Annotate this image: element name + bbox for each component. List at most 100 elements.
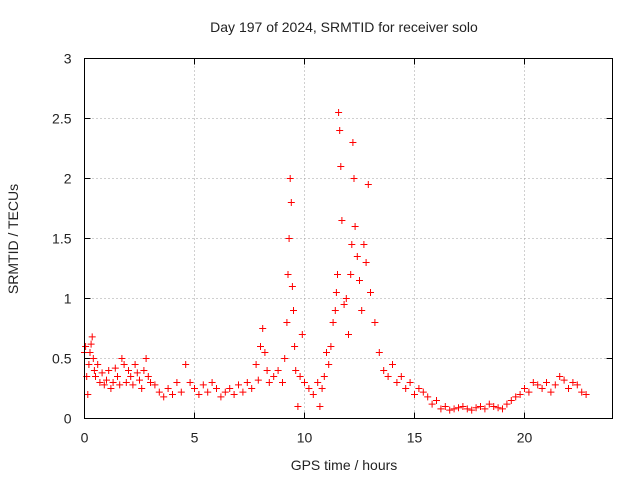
- data-point: [364, 181, 372, 188]
- data-point: [105, 367, 113, 374]
- y-axis-label: SRMTID / TECUs: [5, 184, 21, 294]
- data-point: [195, 391, 203, 398]
- data-point: [335, 109, 343, 116]
- data-point: [305, 385, 313, 392]
- data-point: [226, 385, 234, 392]
- data-point: [129, 381, 137, 389]
- x-axis-label: GPS time / hours: [291, 457, 398, 473]
- data-point: [107, 385, 115, 392]
- data-point: [86, 349, 94, 356]
- data-point: [284, 271, 292, 278]
- data-point: [254, 376, 262, 384]
- data-point: [243, 379, 251, 386]
- data-point: [337, 163, 345, 170]
- data-point: [274, 367, 282, 374]
- data-point: [294, 403, 302, 410]
- data-point: [265, 379, 273, 386]
- data-point: [415, 385, 423, 392]
- y-tick-label: 2.5: [52, 111, 72, 127]
- data-point: [88, 333, 96, 341]
- data-point: [512, 393, 520, 401]
- data-point: [109, 379, 117, 386]
- x-tick-label: 10: [297, 430, 313, 446]
- data-point: [446, 406, 454, 414]
- grid: [84, 58, 613, 419]
- y-tick-label: 0.5: [52, 351, 72, 367]
- data-point: [565, 385, 572, 392]
- data-point: [441, 403, 449, 410]
- data-point: [560, 376, 568, 384]
- data-point: [336, 127, 344, 134]
- data-point: [85, 361, 93, 368]
- data-point: [347, 271, 355, 278]
- data-point: [477, 403, 484, 410]
- data-point: [375, 349, 383, 356]
- data-point: [353, 253, 361, 260]
- data-point: [318, 385, 326, 392]
- data-point: [350, 175, 358, 182]
- data-point: [286, 175, 294, 182]
- data-point: [320, 373, 328, 380]
- data-point: [239, 388, 247, 396]
- data-point: [503, 400, 511, 408]
- data-point: [281, 355, 289, 362]
- data-point: [325, 361, 333, 368]
- data-point: [136, 376, 143, 384]
- data-point: [259, 325, 267, 332]
- data-point: [125, 367, 132, 374]
- data-point: [516, 391, 524, 398]
- data-point: [380, 367, 388, 374]
- data-point: [221, 388, 229, 396]
- data-point: [140, 367, 148, 374]
- data-point: [177, 388, 185, 396]
- data-point: [463, 405, 471, 413]
- data-point: [290, 307, 297, 314]
- data-point: [578, 388, 586, 396]
- data-point: [142, 355, 150, 362]
- data-point: [230, 391, 238, 398]
- data-point: [402, 385, 410, 392]
- data-point: [459, 403, 467, 410]
- y-tick-label: 0: [64, 411, 72, 427]
- y-tick-label: 1.5: [52, 231, 72, 247]
- data-point: [173, 379, 181, 386]
- data-point: [164, 385, 172, 392]
- data-point: [111, 364, 119, 372]
- data-point: [133, 369, 141, 377]
- data-point: [340, 301, 348, 308]
- data-point: [84, 391, 92, 398]
- data-point: [235, 381, 242, 389]
- data-point: [261, 349, 269, 356]
- data-point: [468, 406, 476, 414]
- data-point: [147, 379, 154, 386]
- data-point: [252, 361, 260, 368]
- data-point: [169, 391, 176, 398]
- data-point: [384, 373, 392, 380]
- plot-frame: [84, 58, 613, 419]
- data-point: [551, 381, 559, 389]
- data-point: [301, 379, 308, 386]
- data-point: [182, 361, 190, 368]
- x-tick-label: 0: [81, 430, 89, 446]
- data-point: [94, 361, 102, 368]
- data-point: [288, 283, 296, 290]
- data-point: [424, 393, 432, 401]
- data-point: [90, 367, 98, 374]
- data-point: [329, 319, 337, 326]
- x-tick-label: 20: [517, 430, 533, 446]
- data-point: [204, 388, 212, 396]
- data-point: [389, 361, 396, 368]
- data-point: [362, 259, 370, 266]
- data-point: [433, 397, 440, 404]
- data-point: [507, 397, 515, 404]
- data-point: [82, 343, 90, 350]
- y-tick-label: 1: [64, 291, 72, 307]
- data-point: [316, 403, 324, 410]
- data-point: [208, 379, 216, 386]
- data-point: [285, 235, 293, 242]
- chart-title: Day 197 of 2024, SRMTID for receiver sol…: [210, 19, 478, 35]
- data-points: [81, 109, 590, 414]
- data-point: [191, 385, 198, 392]
- data-point: [573, 381, 581, 389]
- data-point: [529, 379, 537, 386]
